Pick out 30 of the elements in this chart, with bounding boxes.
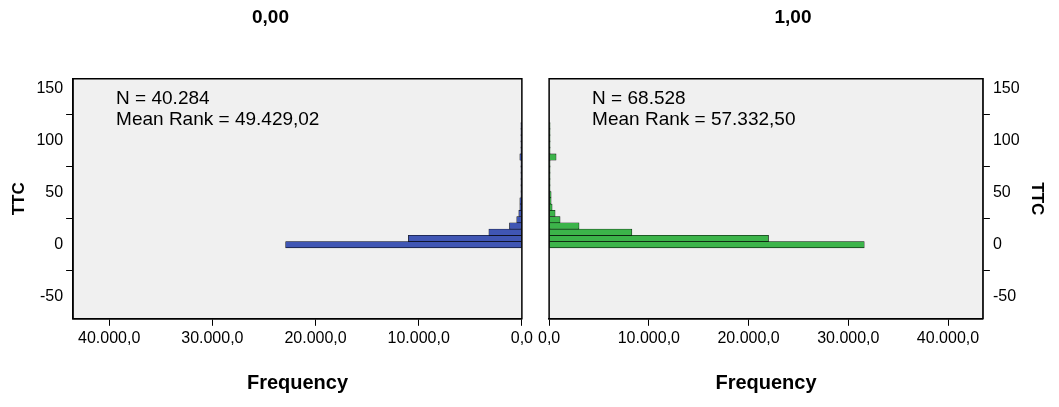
y-axis-title: TTC: [1028, 182, 1048, 216]
chart-title: 1,00: [774, 5, 812, 27]
y-tick-label: 150: [992, 78, 1020, 96]
y-tick-label: 0: [54, 235, 64, 253]
y-axis-title: TTC: [8, 182, 28, 216]
x-tick-label: 30.000,0: [181, 328, 244, 346]
y-tick-label: 50: [992, 182, 1011, 200]
y-tick-label: 50: [45, 182, 64, 200]
annotation: Mean Rank = 49.429,02: [116, 107, 320, 129]
annotation: N = 68.528: [592, 86, 686, 108]
x-tick-label: 30.000,0: [817, 328, 880, 346]
y-tick-label: -50: [39, 287, 64, 305]
annotation: Mean Rank = 57.332,50: [592, 107, 796, 129]
annotation: N = 40.284: [116, 86, 211, 108]
y-tick-label: 100: [992, 130, 1020, 148]
y-tick-label: 150: [36, 78, 64, 96]
x-axis-title: Frequency: [715, 370, 818, 393]
y-tick-label: 0: [992, 235, 1002, 253]
x-tick-label: 20.000,0: [284, 328, 347, 346]
x-tick-label: 0,0: [510, 328, 534, 346]
y-tick-label: -50: [992, 287, 1017, 305]
y-tick-label: 100: [36, 130, 64, 148]
x-tick-label: 10.000,0: [617, 328, 681, 346]
x-tick-label: 20.000,0: [717, 328, 780, 346]
x-tick-label: 40.000,0: [916, 328, 980, 346]
chart-title: 0,00: [252, 5, 289, 27]
x-tick-label: 0,0: [538, 328, 561, 346]
x-tick-label: 10.000,0: [387, 328, 450, 346]
x-axis-title: Frequency: [246, 370, 349, 393]
x-tick-label: 40.000,0: [78, 328, 141, 346]
